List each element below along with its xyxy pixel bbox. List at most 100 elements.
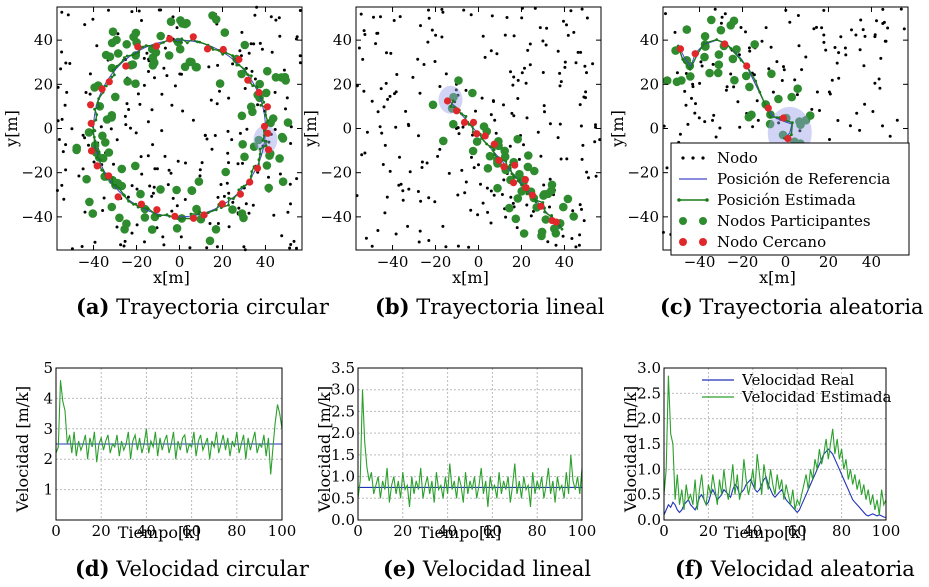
node-point bbox=[711, 118, 714, 122]
node-point bbox=[764, 26, 768, 30]
estimated-point bbox=[162, 41, 165, 44]
node-point bbox=[433, 60, 437, 63]
node-point bbox=[711, 62, 715, 66]
node-point bbox=[142, 56, 146, 60]
node-point bbox=[554, 243, 558, 247]
participating-node bbox=[767, 69, 776, 79]
node-point bbox=[576, 50, 580, 54]
node-point bbox=[881, 7, 885, 11]
node-point bbox=[80, 245, 84, 248]
estimated-point bbox=[110, 75, 114, 79]
node-point bbox=[256, 103, 260, 107]
node-point bbox=[417, 240, 421, 244]
node-point bbox=[574, 245, 578, 249]
node-point bbox=[184, 161, 187, 165]
caption-f-text: Velocidad aleatoria bbox=[710, 557, 915, 581]
node-point bbox=[511, 201, 515, 205]
nearest-node bbox=[511, 161, 519, 169]
node-point bbox=[747, 46, 751, 50]
nearest-node bbox=[264, 146, 273, 154]
caption-a: (a) Trayectoria circular bbox=[76, 294, 329, 319]
node-point bbox=[109, 127, 113, 131]
caption-f-tag: (f) bbox=[675, 556, 704, 581]
node-point bbox=[198, 174, 202, 178]
node-point bbox=[795, 93, 799, 97]
node-point bbox=[529, 214, 533, 218]
nearest-node bbox=[171, 212, 179, 220]
x-tick-label: −20 bbox=[420, 253, 452, 271]
y-tick-label: 0 bbox=[649, 120, 659, 138]
participating-node bbox=[156, 31, 165, 41]
nearest-node bbox=[721, 40, 729, 48]
node-point bbox=[418, 91, 422, 95]
participating-node bbox=[215, 79, 225, 88]
node-point bbox=[563, 65, 567, 69]
node-point bbox=[859, 18, 863, 22]
node-point bbox=[858, 128, 862, 132]
node-point bbox=[226, 129, 230, 133]
node-point bbox=[284, 107, 287, 111]
node-point bbox=[359, 12, 363, 16]
estimated-point bbox=[180, 37, 184, 41]
node-point bbox=[843, 46, 847, 50]
node-point bbox=[558, 84, 562, 88]
nearest-node bbox=[537, 202, 545, 210]
node-point bbox=[536, 130, 540, 134]
y-axis-label: Velocidad [m/k] bbox=[13, 386, 32, 513]
node-point bbox=[447, 171, 451, 175]
node-point bbox=[760, 39, 764, 43]
nearest-node bbox=[255, 88, 263, 97]
series-line-estimada bbox=[357, 389, 583, 508]
participating-node bbox=[485, 151, 495, 161]
estimated-point bbox=[113, 73, 116, 77]
node-point bbox=[183, 198, 187, 201]
participating-node bbox=[505, 203, 514, 213]
node-point bbox=[363, 33, 367, 36]
participating-node bbox=[511, 214, 521, 224]
node-point bbox=[130, 10, 134, 14]
node-point bbox=[376, 110, 380, 114]
node-point bbox=[122, 244, 126, 248]
node-point bbox=[804, 55, 808, 59]
node-point bbox=[231, 62, 235, 66]
node-point bbox=[697, 116, 701, 120]
estimated-point bbox=[97, 97, 101, 101]
node-point bbox=[456, 126, 460, 130]
node-point bbox=[418, 229, 422, 233]
nearest-node bbox=[260, 122, 269, 130]
participating-node bbox=[192, 62, 201, 72]
caption-e-text: Velocidad lineal bbox=[422, 557, 592, 581]
node-point bbox=[712, 113, 716, 117]
node-point bbox=[456, 193, 460, 197]
node-point bbox=[60, 50, 64, 54]
participating-node bbox=[263, 66, 272, 76]
node-point bbox=[210, 147, 214, 151]
node-point bbox=[509, 70, 512, 74]
node-point bbox=[678, 132, 682, 136]
node-point bbox=[362, 89, 366, 93]
node-point bbox=[822, 8, 826, 12]
x-axis-label: Tiempo[k] bbox=[118, 523, 200, 542]
estimated-point bbox=[259, 103, 263, 107]
node-point bbox=[440, 35, 444, 39]
x-tick-label: −40 bbox=[684, 253, 716, 271]
node-point bbox=[744, 30, 747, 34]
node-point bbox=[419, 199, 423, 203]
node-point bbox=[491, 99, 495, 103]
node-point bbox=[237, 206, 241, 210]
node-point bbox=[686, 122, 690, 126]
y-tick-label: 2.0 bbox=[331, 424, 355, 442]
node-point bbox=[147, 70, 150, 73]
y-tick-label: 1 bbox=[43, 481, 53, 499]
node-point bbox=[68, 62, 72, 65]
participating-node bbox=[278, 134, 288, 143]
node-point bbox=[578, 233, 582, 237]
node-point bbox=[57, 138, 61, 141]
node-point bbox=[542, 104, 546, 108]
node-point bbox=[394, 90, 398, 94]
node-point bbox=[70, 127, 74, 131]
estimated-point bbox=[790, 133, 793, 137]
node-point bbox=[694, 102, 697, 106]
nearest-node bbox=[453, 107, 461, 115]
participating-node bbox=[113, 49, 123, 58]
